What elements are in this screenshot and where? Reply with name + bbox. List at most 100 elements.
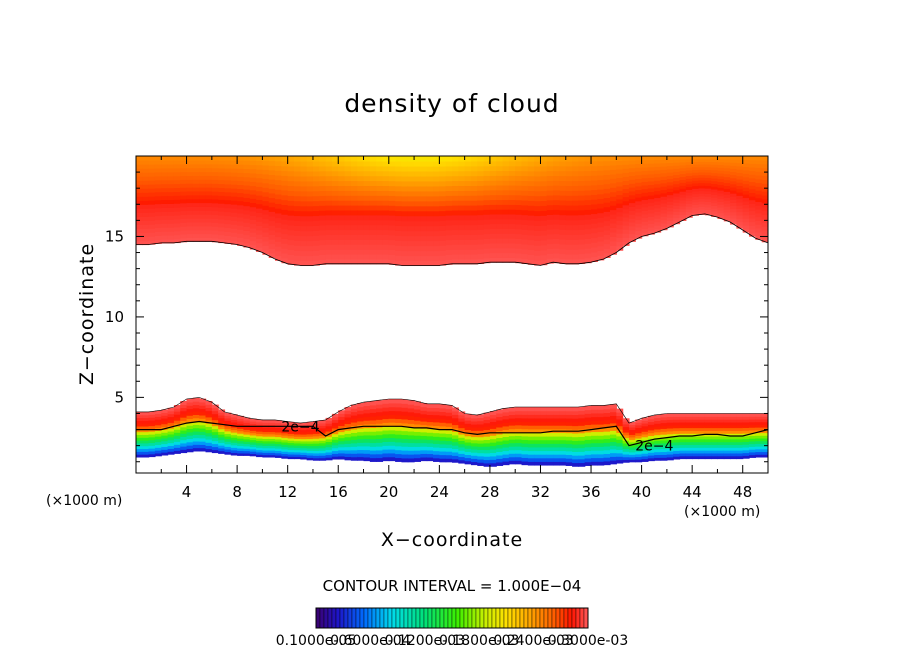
lower-cloud-cell: [388, 441, 396, 446]
lower-cloud-cell: [205, 432, 213, 437]
lower-cloud-cell: [344, 439, 352, 444]
upper-cloud-cell: [287, 224, 295, 231]
upper-cloud-cell: [142, 240, 150, 246]
lower-cloud-cell: [660, 442, 668, 447]
lower-cloud-cell: [445, 433, 453, 438]
upper-cloud-cell: [312, 235, 320, 241]
lower-cloud-cell: [610, 460, 617, 465]
upper-cloud-cell: [300, 200, 308, 207]
lower-cloud-cell: [666, 416, 674, 420]
upper-cloud-cell: [546, 224, 554, 230]
upper-cloud-cell: [319, 249, 327, 255]
lower-cloud-cell: [275, 450, 282, 454]
lower-cloud-cell: [527, 461, 535, 466]
upper-cloud-cell: [256, 186, 263, 192]
lower-cloud-cell: [275, 422, 282, 426]
upper-cloud-cell: [199, 171, 207, 176]
upper-cloud-cell: [136, 232, 143, 238]
lower-cloud-cell: [692, 441, 700, 446]
upper-cloud-cell: [230, 196, 238, 201]
lower-cloud-cell: [161, 446, 169, 450]
upper-cloud-cell: [420, 200, 428, 207]
upper-cloud-cell: [407, 250, 415, 257]
upper-cloud-cell: [622, 237, 630, 242]
upper-cloud-cell: [647, 226, 655, 232]
upper-cloud-cell: [534, 215, 542, 222]
lower-cloud-cell: [749, 446, 756, 450]
lower-cloud-cell: [723, 452, 731, 457]
lower-cloud-cell: [673, 456, 681, 460]
lower-cloud-cell: [717, 447, 725, 451]
upper-cloud-cell: [294, 230, 301, 236]
upper-cloud-cell: [205, 198, 213, 204]
upper-cloud-cell: [534, 225, 542, 231]
upper-cloud-cell: [508, 247, 516, 254]
upper-cloud-cell: [376, 205, 384, 211]
upper-cloud-cell: [685, 214, 693, 218]
upper-cloud-cell: [496, 189, 504, 196]
lower-cloud-cell: [300, 431, 308, 435]
lower-cloud-cell: [578, 432, 586, 437]
lower-cloud-cell: [433, 403, 440, 409]
lower-cloud-cell: [167, 410, 175, 415]
upper-cloud-cell: [433, 230, 440, 237]
upper-cloud-cell: [230, 200, 238, 205]
lower-cloud-cell: [395, 457, 403, 462]
upper-cloud-cell: [711, 191, 719, 195]
upper-cloud-cell: [749, 232, 756, 237]
lower-cloud-cell: [527, 425, 535, 430]
lower-cloud-cell: [616, 412, 624, 417]
upper-cloud-cell: [388, 200, 396, 206]
upper-cloud-cell: [312, 160, 320, 167]
lower-cloud-cell: [616, 418, 624, 423]
lower-cloud-cell: [243, 438, 251, 442]
lower-cloud-cell: [578, 436, 586, 441]
lower-cloud-cell: [268, 445, 276, 449]
lower-cloud-cell: [319, 455, 327, 459]
lower-cloud-cell: [572, 418, 579, 423]
upper-cloud-cell: [268, 225, 276, 231]
lower-cloud-cell: [167, 448, 175, 452]
upper-cloud-cell: [173, 167, 181, 173]
lower-cloud-cell: [742, 449, 750, 454]
upper-cloud-cell: [565, 205, 573, 211]
colorbar-cell: [375, 607, 381, 629]
lower-cloud-cell: [458, 440, 466, 445]
lower-cloud-cell: [338, 449, 346, 454]
upper-cloud-cell: [388, 156, 396, 162]
upper-cloud-cell: [199, 221, 207, 227]
upper-cloud-cell: [704, 174, 712, 178]
upper-cloud-cell: [673, 192, 681, 197]
lower-cloud-cell: [572, 462, 579, 467]
lower-cloud-cell: [382, 441, 390, 446]
lower-cloud-cell: [256, 426, 263, 430]
upper-cloud-cell: [148, 208, 156, 213]
upper-cloud-cell: [224, 163, 232, 169]
lower-cloud-cell: [281, 455, 289, 459]
upper-cloud-cell: [369, 170, 377, 177]
upper-cloud-cell: [154, 219, 162, 225]
lower-cloud-cell: [287, 421, 295, 425]
upper-cloud-cell: [704, 206, 712, 210]
lower-cloud-cell: [186, 428, 194, 433]
lower-cloud-cell: [142, 414, 150, 419]
lower-cloud-cell: [477, 455, 485, 460]
upper-cloud-cell: [597, 250, 605, 256]
lower-cloud-cell: [496, 451, 504, 456]
lower-cloud-cell: [312, 430, 320, 434]
lower-cloud-cell: [338, 440, 346, 445]
upper-cloud-cell: [376, 249, 384, 255]
upper-cloud-cell: [357, 200, 365, 206]
lower-cloud-cell: [502, 432, 510, 437]
lower-cloud-cell: [237, 438, 245, 442]
upper-cloud-cell: [382, 214, 390, 221]
upper-cloud-cell: [376, 229, 384, 236]
upper-cloud-cell: [369, 160, 377, 167]
upper-cloud-cell: [673, 220, 681, 225]
lower-cloud-cell: [161, 432, 169, 436]
upper-cloud-cell: [458, 219, 466, 226]
upper-cloud-cell: [635, 230, 643, 235]
upper-cloud-cell: [572, 254, 579, 260]
colorbar-cell: [531, 607, 537, 629]
lower-cloud-cell: [357, 417, 365, 422]
